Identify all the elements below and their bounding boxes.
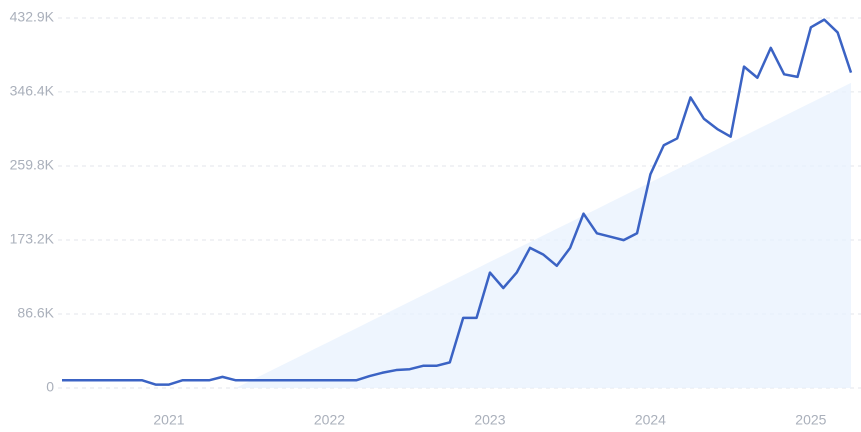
x-tick-label: 2024 xyxy=(635,412,666,428)
y-tick-label: 259.8K xyxy=(10,157,55,173)
x-tick-label: 2023 xyxy=(474,412,505,428)
x-tick-label: 2022 xyxy=(314,412,345,428)
y-tick-label: 173.2K xyxy=(10,231,55,247)
x-tick-label: 2025 xyxy=(795,412,826,428)
y-tick-label: 432.9K xyxy=(10,9,55,25)
y-tick-label: 346.4K xyxy=(10,83,55,99)
data-line xyxy=(62,18,853,386)
y-tick-label: 0 xyxy=(46,379,54,395)
trend-area xyxy=(235,82,851,388)
x-tick-label: 2021 xyxy=(153,412,184,428)
y-tick-label: 86.6K xyxy=(17,305,54,321)
